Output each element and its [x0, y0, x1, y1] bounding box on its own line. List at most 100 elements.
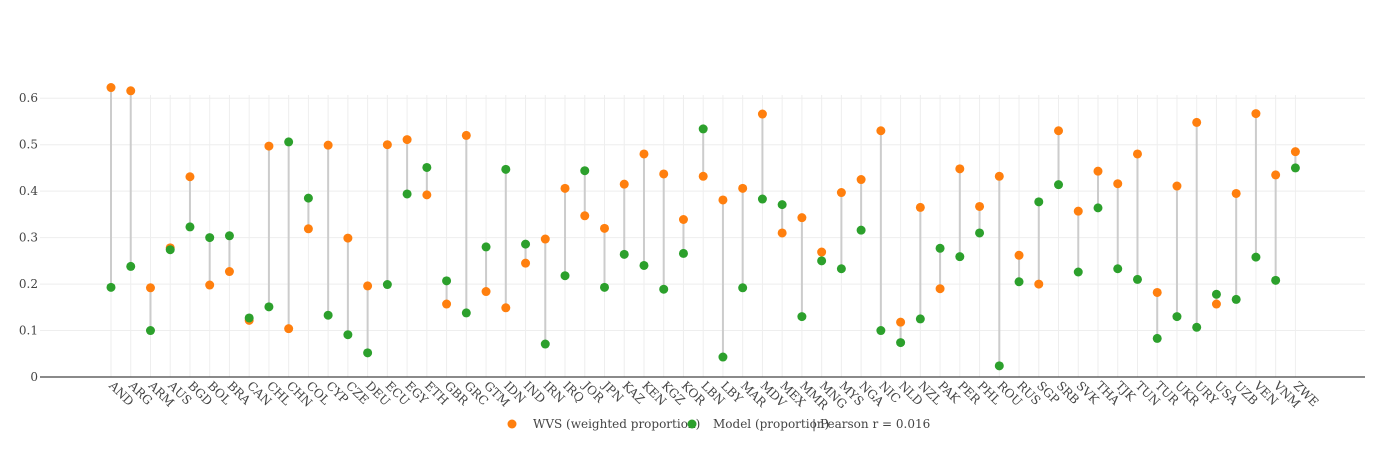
wvs-point-mdv	[757, 109, 767, 119]
wvs-point-kaz	[619, 179, 629, 189]
model-point-jor	[580, 166, 590, 176]
model-point-ury	[1192, 322, 1202, 332]
wvs-point-srb	[1054, 126, 1064, 136]
legend-model-marker	[687, 419, 697, 429]
wvs-point-sgp	[1034, 279, 1044, 289]
wvs-point-egy	[402, 135, 412, 145]
model-point-phl	[975, 228, 985, 238]
model-point-mex	[777, 200, 787, 210]
wvs-point-ury	[1192, 117, 1202, 127]
wvs-point-ven	[1251, 109, 1261, 119]
wvs-point-per	[955, 164, 965, 174]
model-point-can	[244, 313, 254, 323]
legend: WVS (weighted proportion) Model (proport…	[507, 417, 930, 431]
model-point-nzl	[915, 314, 925, 324]
legend-model-label: Model (proportion)	[713, 417, 829, 431]
wvs-point-ecu	[382, 140, 392, 150]
y-tick-label: 0.2	[19, 277, 38, 291]
wvs-point-rou	[994, 171, 1004, 181]
model-point-rus	[1014, 277, 1024, 287]
model-point-irn	[540, 339, 550, 349]
wvs-point-bol	[205, 280, 215, 290]
wvs-point-arg	[126, 86, 136, 96]
wvs-point-kor	[678, 214, 688, 224]
model-point-col	[303, 193, 313, 203]
model-point-vnm	[1271, 275, 1281, 285]
wvs-point-col	[303, 224, 313, 234]
wvs-point-lby	[718, 195, 728, 205]
model-point-ind	[521, 239, 531, 249]
x-axis: ANDARGARMAUSBGDBOLBRACANCHLCHNCOLCYPCZED…	[106, 377, 1322, 413]
x-tick-label: IND	[521, 379, 548, 406]
x-tick-label: IRN	[541, 379, 568, 406]
model-point-mar	[738, 283, 748, 293]
legend-wvs-marker	[507, 419, 517, 429]
model-point-ecu	[382, 280, 392, 290]
model-point-mys	[836, 264, 846, 274]
wvs-point-chl	[264, 141, 274, 151]
model-point-jpn	[600, 282, 609, 292]
pearson-annotation: Pearson r = 0.016	[820, 417, 930, 431]
y-axis: 0 0.1 0.2 0.3 0.4 0.5 0.6	[19, 91, 38, 384]
wvs-point-idn	[501, 303, 511, 313]
wvs-point-jpn	[600, 223, 609, 233]
wvs-point-gbr	[442, 299, 452, 309]
model-point-nga	[856, 225, 866, 235]
y-tick-label: 0.1	[19, 324, 38, 338]
model-point-mmr	[797, 312, 807, 322]
model-point-pak	[935, 243, 945, 253]
model-point-nld	[896, 338, 906, 348]
model-point-lby	[718, 352, 728, 362]
x-tick-label: JPN	[598, 377, 626, 405]
wvs-point-mng	[817, 247, 827, 257]
wvs-point-mar	[738, 183, 748, 193]
model-point-irq	[560, 271, 570, 281]
model-point-ken	[639, 260, 649, 270]
wvs-point-tur	[1152, 287, 1162, 297]
wvs-point-cyp	[323, 140, 333, 150]
wvs-point-rus	[1014, 250, 1024, 260]
model-point-bol	[205, 233, 215, 243]
wvs-point-uzb	[1231, 188, 1241, 198]
model-point-arg	[126, 261, 136, 271]
model-point-lbn	[698, 124, 708, 134]
model-point-nic	[876, 326, 886, 336]
model-point-tur	[1152, 333, 1162, 343]
model-point-grc	[461, 308, 471, 318]
y-tick-label: 0	[30, 370, 38, 384]
wvs-point-mex	[777, 228, 787, 238]
y-tick-label: 0.6	[19, 91, 38, 105]
model-point-tun	[1132, 274, 1142, 284]
model-point-cze	[343, 330, 353, 340]
wvs-point-irn	[540, 234, 550, 244]
wvs-point-nga	[856, 175, 866, 185]
wvs-point-ken	[639, 149, 649, 159]
model-point-tha	[1093, 203, 1103, 213]
wvs-point-eth	[422, 190, 432, 200]
model-point-gbr	[442, 276, 452, 286]
wvs-point-grc	[461, 130, 471, 140]
point-layer	[106, 83, 1300, 371]
model-point-tjk	[1113, 264, 1123, 274]
model-point-rou	[994, 361, 1004, 371]
wvs-point-pak	[935, 284, 945, 294]
wvs-point-chn	[284, 324, 294, 334]
wvs-point-zwe	[1290, 147, 1300, 157]
model-point-usa	[1211, 289, 1221, 299]
model-point-arm	[145, 326, 155, 336]
model-point-idn	[501, 164, 511, 174]
wvs-point-nld	[896, 317, 906, 327]
wvs-point-bgd	[185, 172, 195, 182]
model-point-svk	[1073, 267, 1083, 277]
x-tick-label: KAZ	[619, 379, 647, 407]
model-point-mdv	[757, 194, 767, 204]
wvs-point-ind	[521, 258, 531, 268]
model-point-kgz	[659, 284, 669, 294]
model-point-egy	[402, 189, 412, 199]
wvs-point-tha	[1093, 166, 1103, 176]
model-point-gtm	[481, 242, 491, 252]
model-point-and	[106, 282, 116, 292]
wvs-point-kgz	[659, 169, 669, 179]
y-tick-label: 0.3	[19, 231, 38, 245]
